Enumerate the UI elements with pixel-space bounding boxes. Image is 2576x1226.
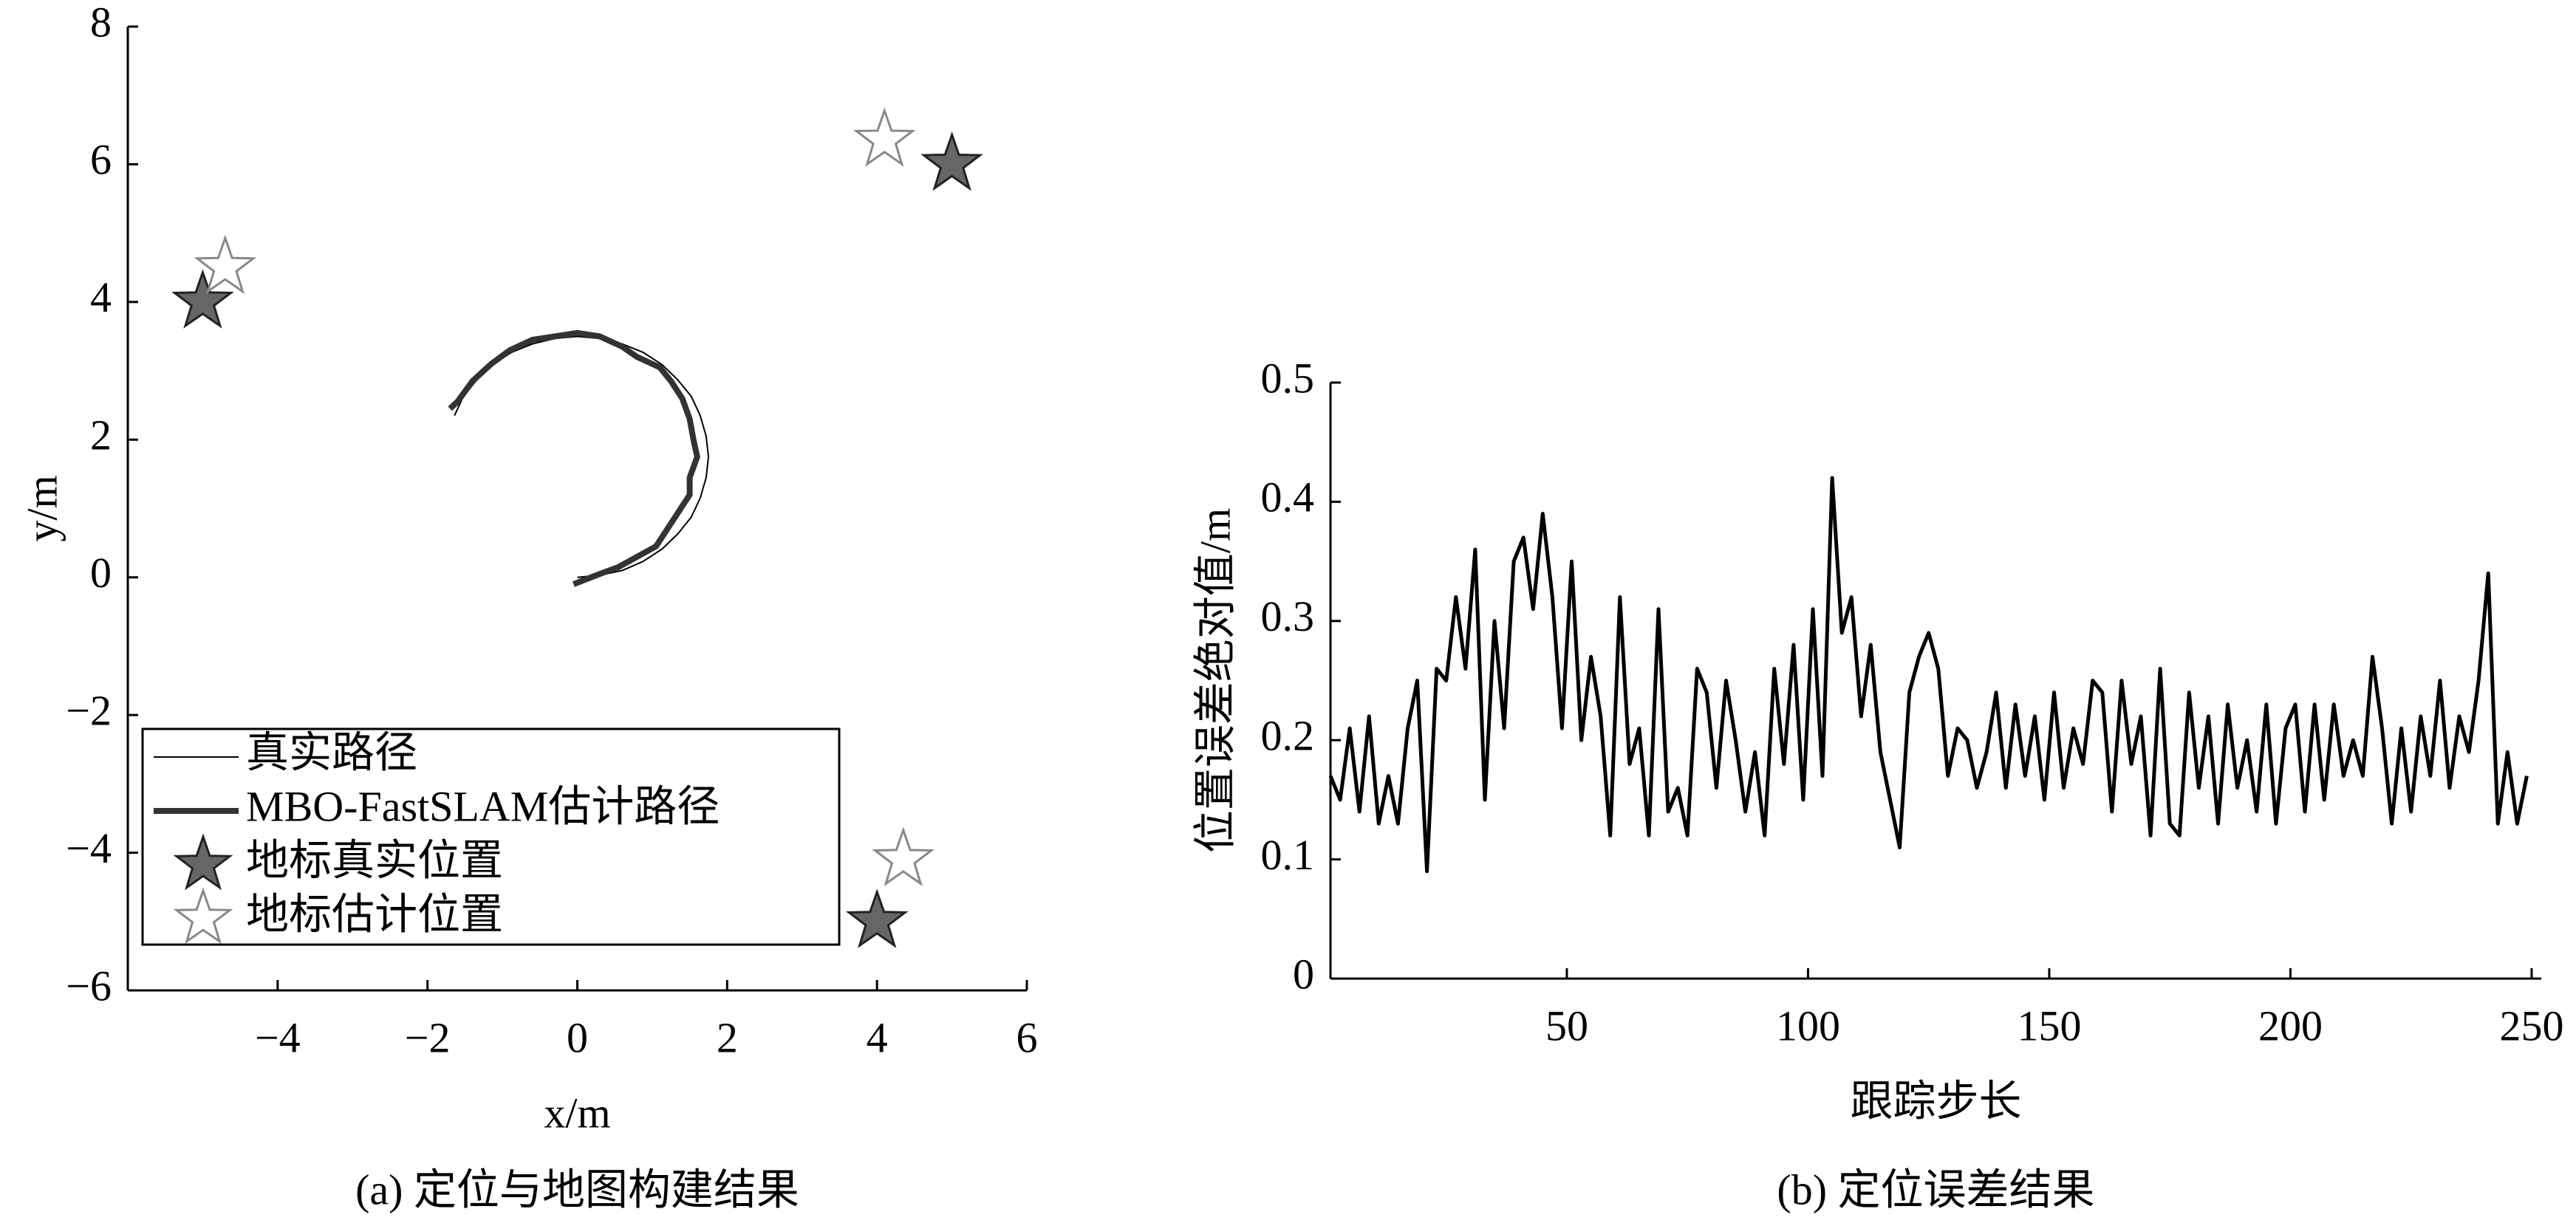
landmark-star	[171, 269, 234, 329]
data-line	[448, 329, 700, 587]
y-tick-label: 0	[1293, 950, 1314, 998]
landmark-star	[872, 826, 935, 887]
y-tick-label: 6	[90, 136, 112, 184]
y-tick-label: −2	[66, 686, 112, 734]
x-tick-label: 100	[1776, 1001, 1840, 1049]
legend-label: 地标真实位置	[246, 836, 503, 884]
x-axis-label: 跟踪步长	[1850, 1077, 2021, 1125]
legend-label: 地标估计位置	[246, 890, 503, 938]
landmark-star	[920, 131, 983, 191]
legend-label: MBO-FastSLAM估计路径	[246, 782, 720, 830]
landmark-star	[845, 888, 909, 948]
y-axis-label: 位置误差绝对值/m	[1191, 508, 1239, 853]
y-tick-label: 0.4	[1261, 473, 1315, 521]
data-line	[1328, 476, 2529, 874]
x-tick-label: 150	[2017, 1001, 2081, 1049]
x-tick-label: 200	[2258, 1001, 2323, 1049]
x-tick-label: 50	[1545, 1001, 1588, 1049]
legend-label: 真实路径	[246, 728, 417, 776]
y-tick-label: 0.5	[1261, 354, 1315, 402]
caption: (b) 定位误差结果	[1777, 1165, 2094, 1213]
y-tick-label: 0.2	[1261, 712, 1315, 760]
x-tick-label: 6	[1017, 1013, 1038, 1061]
x-tick-label: 0	[567, 1013, 588, 1061]
y-tick-label: 4	[90, 273, 112, 321]
legend-box	[141, 727, 841, 946]
x-tick-label: 250	[2499, 1001, 2563, 1049]
x-tick-label: −4	[255, 1013, 301, 1061]
landmark-star	[194, 234, 257, 295]
y-tick-label: 0	[90, 549, 112, 597]
x-tick-label: 2	[717, 1013, 738, 1061]
x-axis-label: x/m	[544, 1089, 610, 1137]
landmark-star	[853, 107, 916, 167]
y-tick-label: 8	[90, 0, 112, 46]
y-tick-label: 2	[90, 411, 112, 459]
y-tick-label: 0.3	[1261, 592, 1315, 640]
y-axis-label: y/m	[18, 475, 66, 541]
y-tick-label: −4	[66, 824, 112, 872]
data-line	[454, 335, 709, 578]
caption: (a) 定位与地图构建结果	[355, 1165, 799, 1213]
x-tick-label: −2	[405, 1013, 451, 1061]
legend-star	[173, 833, 233, 891]
x-tick-label: 4	[867, 1013, 888, 1061]
y-tick-label: −6	[66, 962, 112, 1010]
y-tick-label: 0.1	[1261, 831, 1315, 879]
legend-star	[173, 887, 233, 945]
